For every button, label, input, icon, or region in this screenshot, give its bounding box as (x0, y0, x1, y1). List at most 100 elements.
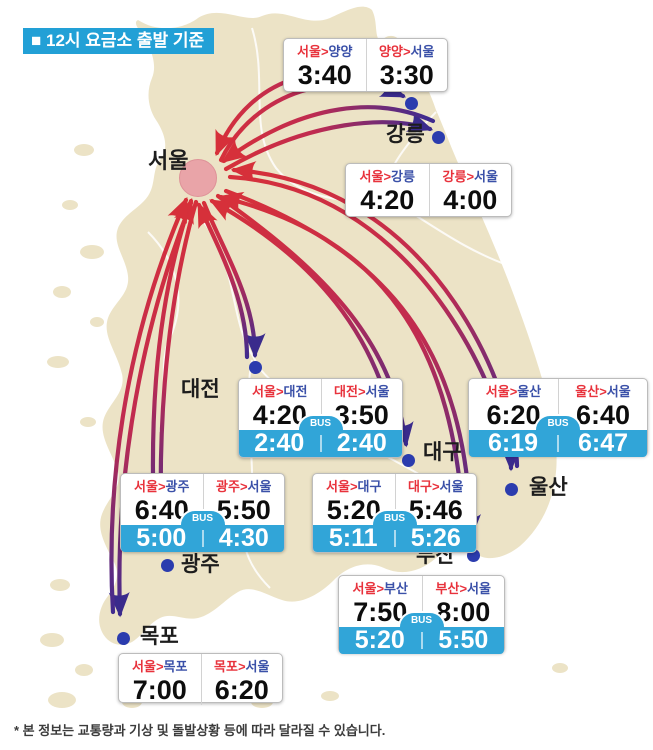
origin-label: 목포 (214, 659, 238, 674)
city-dot-daegu (402, 454, 415, 467)
disclaimer-note: * 본 정보는 교통량과 기상 및 돌발상황 등에 따라 달라질 수 있습니다. (14, 723, 386, 738)
travel-time: 7:00 (132, 674, 187, 705)
destination-label: 서울 (410, 44, 435, 59)
bus-lane-row: 5:20 5:50 BUS (339, 610, 504, 654)
inbound-column: 부산>서울 8:00 (421, 576, 505, 627)
origin-label: 대전 (334, 384, 358, 399)
bus-time-inbound: 5:26 (410, 523, 461, 552)
bus-lane-row: 2:40 2:40 BUS (239, 413, 402, 457)
direction-arrow: > (376, 581, 385, 596)
bus-badge: BUS (397, 610, 446, 627)
destination-label: 서울 (606, 384, 631, 399)
origin-label: 서울 (485, 384, 510, 399)
city-dot-ulsan (505, 483, 518, 496)
travel-box-daejeon: 서울>대전 4:20 대전>서울 3:50 2:40 2:40 BUS (238, 378, 403, 458)
arrow-mokpo-to-seoul (109, 196, 189, 615)
bus-badge: BUS (370, 508, 419, 525)
direction-arrow: > (349, 479, 358, 494)
arrow-seoul-to-mokpo (108, 200, 194, 618)
arrow-gangneung-to-seoul (221, 105, 436, 164)
destination-label: 서울 (467, 581, 491, 596)
inbound-column: 양양>서울 3:30 (365, 39, 448, 91)
origin-label: 대구 (408, 479, 432, 494)
origin-label: 서울 (326, 479, 350, 494)
travel-box-daegu: 서울>대구 5:20 대구>서울 5:46 5:11 5:26 BUS (312, 473, 477, 553)
travel-box-gangneung: 서울>강릉 4:20 강릉>서울 4:00 (345, 163, 512, 217)
destination-label: 광주 (165, 479, 190, 494)
travel-time: 6:20 (486, 399, 541, 430)
travel-time: 3:40 (297, 59, 352, 90)
origin-label: 울산 (575, 384, 600, 399)
direction-arrow: > (239, 479, 248, 494)
route-arrows (108, 70, 522, 618)
inbound-column: 울산>서울 6:40 (558, 379, 647, 430)
outbound-column: 서울>강릉 4:20 (346, 164, 429, 216)
city-dot-daejeon (249, 361, 262, 374)
outbound-column: 서울>울산 6:20 (469, 379, 558, 430)
inbound-column: 강릉>서울 4:00 (428, 164, 512, 216)
bus-time-outbound: 5:20 (354, 625, 405, 654)
travel-time: 4:00 (443, 184, 498, 215)
inbound-column: 대전>서울 3:50 (320, 379, 403, 430)
city-label-gangneung: 강릉 (386, 123, 425, 146)
bus-time-outbound: 2:40 (254, 428, 305, 457)
destination-label: 서울 (474, 169, 498, 184)
direction-arrow: > (237, 659, 246, 674)
origin-label: 서울 (132, 659, 156, 674)
arrow-busan-to-seoul (217, 191, 467, 542)
city-label-gwangju: 광주 (181, 553, 220, 576)
origin-label: 양양 (379, 44, 403, 59)
bus-divider (420, 631, 423, 649)
bus-time-inbound: 5:50 (438, 625, 489, 654)
origin-label: 광주 (216, 479, 240, 494)
destination-label: 서울 (245, 659, 270, 674)
direction-arrow: > (402, 44, 411, 59)
city-dot-mokpo (117, 632, 130, 645)
outbound-column: 서울>목포 7:00 (119, 654, 201, 705)
bus-time-outbound: 5:11 (328, 523, 378, 552)
direction-arrow: > (383, 169, 392, 184)
bus-lane-row: 6:19 6:47 BUS (469, 413, 647, 457)
destination-label: 서울 (365, 384, 390, 399)
bus-time-outbound: 6:19 (487, 428, 539, 457)
seoul-marker (179, 159, 217, 197)
direction-arrow: > (275, 384, 284, 399)
city-label-daejeon: 대전 (181, 378, 220, 401)
origin-label: 서울 (352, 581, 377, 596)
direction-arrow: > (155, 659, 164, 674)
travel-box-busan: 서울>부산 7:50 부산>서울 8:00 5:20 5:50 BUS (338, 575, 505, 654)
direction-arrow: > (320, 44, 329, 59)
city-label-mokpo: 목포 (140, 625, 179, 648)
header-badge: ■ 12시 요금소 출발 기준 (23, 28, 215, 54)
bus-lane-row: 5:00 4:30 BUS (121, 508, 284, 552)
city-dot-gwangju (161, 559, 174, 572)
bus-time-outbound: 5:00 (136, 523, 187, 552)
travel-box-gwangju: 서울>광주 6:40 광주>서울 5:50 5:00 4:30 BUS (120, 473, 285, 552)
direction-arrow: > (599, 384, 607, 399)
arrow-daejeon-to-seoul (196, 201, 250, 360)
bus-divider (393, 529, 396, 547)
inbound-column: 광주>서울 5:50 (202, 474, 285, 525)
travel-box-mokpo: 서울>목포 7:00 목포>서울 6:20 (118, 653, 283, 705)
bus-divider (201, 529, 204, 547)
city-dot-yangyang (405, 97, 418, 110)
travel-time: 3:30 (379, 59, 434, 90)
origin-label: 강릉 (442, 169, 467, 184)
bus-lane-row: 5:11 5:26 BUS (313, 508, 476, 552)
destination-label: 양양 (328, 44, 353, 59)
bus-time-inbound: 2:40 (336, 428, 387, 457)
bus-badge: BUS (178, 508, 227, 525)
travel-time: 6:40 (575, 399, 631, 430)
direction-arrow: > (466, 169, 475, 184)
bus-badge: BUS (534, 413, 582, 430)
direction-arrow: > (357, 384, 366, 399)
bus-time-inbound: 6:47 (577, 428, 629, 457)
bus-time-inbound: 4:30 (218, 523, 269, 552)
destination-label: 목포 (163, 659, 188, 674)
outbound-column: 서울>양양 3:40 (284, 39, 366, 91)
destination-label: 서울 (439, 479, 464, 494)
direction-arrow: > (509, 384, 518, 399)
origin-label: 부산 (435, 581, 460, 596)
